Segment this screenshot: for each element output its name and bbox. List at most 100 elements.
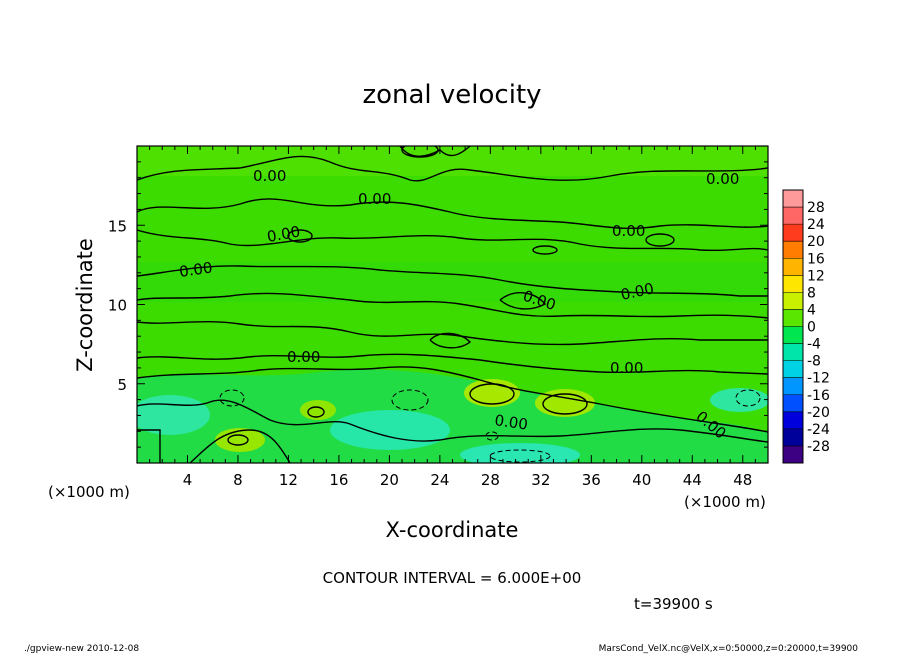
field-cyan-1 (137, 395, 210, 435)
contour-label: 0.00 (610, 359, 643, 377)
colorbar-swatch (783, 241, 803, 259)
colorbar-label: -28 (807, 439, 830, 455)
contour-lines (137, 146, 768, 463)
colorbar-label: -24 (807, 422, 830, 438)
colorbar-label: 4 (807, 302, 816, 318)
x-tick-label: 8 (233, 471, 243, 489)
contour-line (137, 198, 768, 230)
negative-contour (219, 389, 245, 407)
y-tick-label: 15 (108, 217, 127, 235)
contour-label: 0.00 (287, 348, 320, 366)
x-unit-label: (×1000 m) (684, 493, 766, 511)
y-tick-label: 10 (108, 297, 127, 315)
x-tick-label: 28 (481, 471, 500, 489)
contour-line (227, 434, 249, 446)
field-yellow-3 (215, 428, 265, 452)
colorbar-label: 24 (807, 217, 825, 233)
contour-line (137, 292, 768, 319)
x-tick-label: 12 (279, 471, 298, 489)
negative-contour (391, 389, 429, 411)
negative-contour (485, 431, 499, 441)
contour-line (137, 399, 768, 443)
contour-line (137, 366, 768, 433)
field-cyan-2 (330, 410, 450, 450)
contour-line (532, 245, 558, 255)
contour-interval-text: CONTOUR INTERVAL = 6.000E+00 (323, 569, 582, 587)
colorbar-label: -16 (807, 388, 830, 404)
contour-line (499, 292, 547, 310)
contour-label: 0.00 (358, 190, 391, 208)
colorbar-swatch (783, 207, 803, 225)
contour-label: 0.00 (266, 222, 302, 246)
x-axis-ticks: 4 8 12 16 20 24 28 32 36 40 44 48 (149, 146, 756, 489)
time-text: t=39900 s (634, 595, 713, 613)
colorbar-label: -12 (807, 371, 830, 387)
contour-line (137, 265, 768, 297)
negative-contours (219, 389, 761, 463)
contour-line (469, 383, 515, 405)
colorbar-swatch (783, 258, 803, 276)
contour-label: 0.00 (253, 167, 286, 185)
x-tick-label: 40 (632, 471, 651, 489)
field-band-mid (137, 262, 768, 302)
colorbar-label: -4 (807, 337, 821, 353)
contour-line (645, 233, 675, 247)
contour-label: 0.00 (612, 222, 645, 240)
colorbar-label: 8 (807, 285, 816, 301)
colorbar-swatch (783, 292, 803, 310)
x-tick-label: 36 (582, 471, 601, 489)
x-tick-label: 48 (733, 471, 752, 489)
x-axis-label: X-coordinate (386, 518, 519, 542)
colorbar-swatch (783, 428, 803, 447)
contour-line (137, 429, 161, 463)
colorbar-label: 16 (807, 251, 825, 267)
field-cyan-4 (710, 388, 768, 412)
colorbar-label: 12 (807, 268, 825, 284)
colorbar-swatch (783, 309, 803, 327)
field-lower-layer (137, 369, 768, 463)
footer-left: ./gpview-new 2010-12-08 (24, 644, 139, 654)
colorbar-label: 20 (807, 234, 825, 250)
contour-line (137, 229, 768, 252)
colorbar-swatch (783, 190, 803, 208)
x-tick-label: 24 (430, 471, 449, 489)
colorbar-swatch (783, 394, 803, 413)
colorbar-swatch (783, 326, 803, 345)
contour-line (307, 406, 325, 418)
contour-label: 0.00 (493, 411, 529, 433)
negative-contour (489, 449, 551, 463)
contour-label: 0.00 (706, 170, 739, 188)
colorbar-label: -8 (807, 354, 821, 370)
colorbar-swatch (783, 411, 803, 430)
velocity-field (137, 146, 768, 463)
x-tick-label: 44 (683, 471, 702, 489)
colorbar-label: 0 (807, 320, 816, 336)
y-axis-ticks: 5 10 15 (108, 161, 768, 448)
x-tick-label: 20 (380, 471, 399, 489)
contour-line (137, 155, 768, 182)
field-yellow-2 (535, 389, 595, 417)
contour-line (137, 320, 768, 346)
colorbar-label: -20 (807, 405, 830, 421)
contour-line (287, 229, 313, 243)
negative-contour (735, 389, 761, 407)
chart-title: zonal velocity (362, 80, 541, 110)
contour-label: 0.00 (178, 258, 214, 280)
x-tick-label: 32 (531, 471, 550, 489)
colorbar-swatch (783, 360, 803, 379)
y-tick-label: 5 (117, 376, 127, 394)
z-unit-label: (×1000 m) (48, 483, 130, 501)
footer-right: MarsCond_VelX.nc@VelX,x=0:50000,z=0:2000… (599, 644, 859, 654)
contour-line (189, 429, 291, 463)
colorbar-swatch (783, 445, 803, 464)
colorbar-swatch (783, 343, 803, 362)
x-tick-label: 16 (329, 471, 348, 489)
contour-line (542, 393, 588, 415)
colorbar-label: 28 (807, 200, 825, 216)
x-tick-label: 4 (183, 471, 193, 489)
colorbar-swatch (783, 275, 803, 293)
y-axis-label: Z-coordinate (73, 238, 97, 372)
colorbar-swatch (783, 224, 803, 242)
